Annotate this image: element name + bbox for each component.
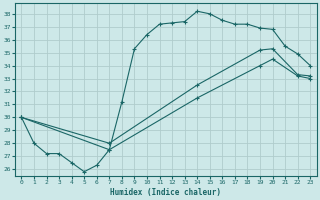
X-axis label: Humidex (Indice chaleur): Humidex (Indice chaleur) <box>110 188 221 197</box>
